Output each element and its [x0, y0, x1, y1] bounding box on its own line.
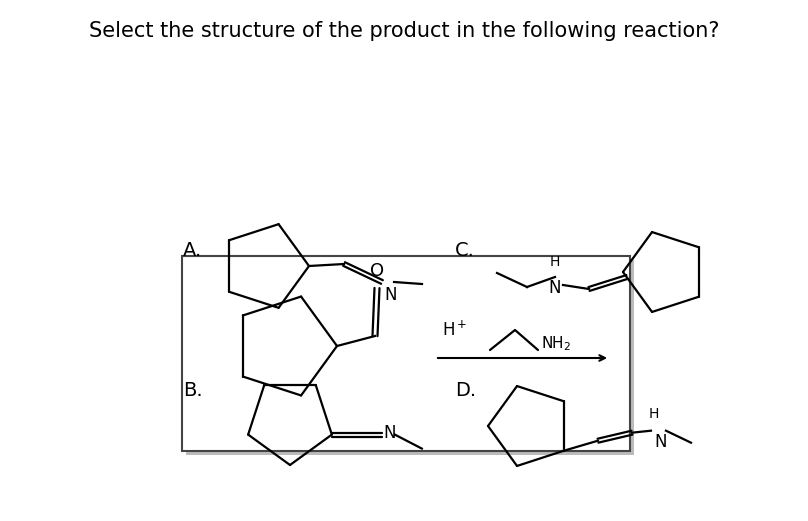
- Text: Select the structure of the product in the following reaction?: Select the structure of the product in t…: [89, 21, 719, 41]
- Text: H: H: [649, 407, 659, 420]
- Text: N: N: [384, 286, 397, 304]
- Text: A.: A.: [183, 241, 202, 260]
- Text: C.: C.: [455, 241, 475, 260]
- Text: NH$_2$: NH$_2$: [541, 334, 571, 353]
- Text: H: H: [549, 255, 560, 269]
- Bar: [182, 256, 630, 451]
- Text: N: N: [549, 279, 562, 297]
- Bar: [186, 260, 634, 455]
- Text: D.: D.: [455, 381, 476, 400]
- Text: N: N: [384, 424, 397, 442]
- Text: N: N: [654, 432, 667, 451]
- Text: H$^+$: H$^+$: [442, 321, 468, 340]
- Text: O: O: [370, 262, 384, 280]
- Text: B.: B.: [183, 381, 203, 400]
